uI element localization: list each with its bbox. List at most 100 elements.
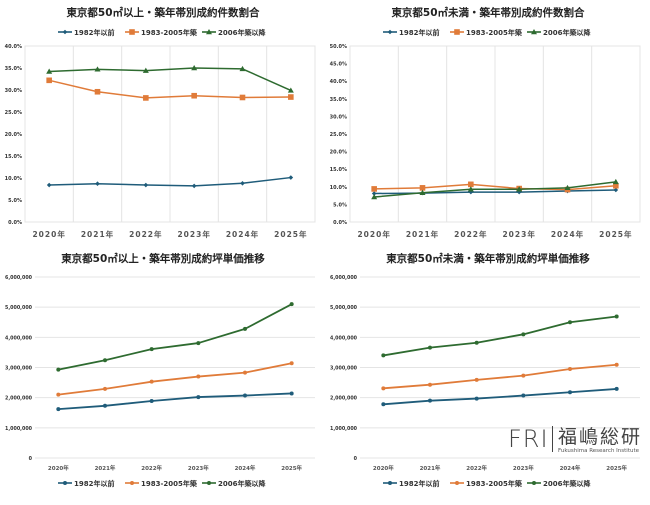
data-point: [419, 189, 426, 195]
y-tick-label: 5,000,000: [330, 305, 358, 311]
data-point: [196, 341, 201, 346]
data-point: [381, 386, 386, 391]
data-point: [196, 374, 201, 379]
x-tick-label: 2022年: [454, 229, 487, 239]
data-point: [568, 367, 572, 372]
data-point: [289, 361, 294, 366]
legend-label-2: 1983-2005年築: [466, 479, 523, 488]
data-point: [564, 184, 571, 191]
y-tick-label: 30.0%: [5, 88, 22, 94]
series-line-2: [383, 363, 617, 390]
legend-marker: [206, 29, 212, 35]
logo-subtitle: Fukushima Research Institute: [558, 448, 640, 454]
x-tick-label: 2024年: [226, 229, 259, 239]
y-tick-label: 4,000,000: [330, 335, 358, 341]
y-tick-label: 15.0%: [330, 167, 347, 173]
data-point: [95, 181, 100, 187]
data-point: [419, 185, 426, 191]
logo-name: 福嶋総研: [558, 426, 643, 448]
x-tick-label: 2025年: [281, 464, 302, 472]
x-tick-label: 2025年: [606, 464, 627, 472]
x-tick-label: 2024年: [560, 464, 581, 472]
y-tick-label: 30.0%: [330, 114, 347, 120]
y-tick-label: 20.0%: [5, 132, 22, 138]
data-point: [521, 393, 526, 398]
data-point: [243, 326, 247, 331]
x-tick-label: 2020年: [373, 464, 394, 472]
data-point: [239, 94, 246, 101]
logo-mark: FRI: [508, 425, 549, 453]
y-tick-label: 35.0%: [330, 97, 347, 103]
series-line-1: [383, 388, 617, 406]
y-tick-label: 6,000,000: [5, 275, 33, 281]
data-point: [289, 302, 294, 307]
y-tick-label: 3,000,000: [330, 366, 358, 372]
series-line-3: [58, 303, 293, 371]
data-point: [143, 182, 149, 188]
data-point: [468, 181, 474, 188]
legend-marker: [532, 481, 536, 485]
y-tick-label: 0.0%: [8, 220, 22, 226]
x-tick-label: 2023年: [513, 464, 534, 472]
data-point: [46, 68, 53, 74]
y-tick-label: 50.0%: [330, 44, 347, 50]
x-tick-label: 2022年: [141, 464, 162, 472]
data-point: [568, 390, 572, 395]
data-point: [467, 186, 474, 192]
series-line-2: [374, 183, 616, 191]
data-point: [243, 393, 247, 398]
y-tick-label: 40.0%: [5, 44, 22, 50]
x-tick-label: 2023年: [502, 229, 535, 239]
legend-label-1: 1982年以前: [74, 28, 114, 37]
data-point: [614, 386, 619, 391]
series-line-3: [49, 67, 292, 92]
data-point: [613, 182, 619, 189]
x-tick-label: 2022年: [466, 464, 487, 472]
chart-3: 東京都50㎡以上・築年帯別成約坪単価推移 0 1,000,000 2,000,000 3…: [5, 252, 315, 488]
data-point: [612, 178, 619, 185]
data-point: [568, 320, 572, 325]
y-tick-label: 2,000,000: [5, 396, 33, 402]
legend-label-3: 2006年築以降: [543, 479, 591, 488]
chart-title: 東京都50㎡以上・築年帯別成約件数割合: [66, 6, 260, 19]
data-point: [474, 340, 479, 345]
data-point: [468, 189, 474, 195]
data-point: [191, 65, 198, 71]
data-point: [243, 370, 247, 375]
y-tick-label: 6,000,000: [330, 275, 358, 281]
data-point: [521, 373, 526, 378]
legend-marker: [387, 29, 393, 35]
series-line-2: [58, 362, 292, 396]
legend-label-1: 1982年以前: [399, 479, 439, 488]
data-point: [103, 386, 107, 391]
data-point: [288, 94, 294, 100]
series-line-1: [49, 176, 291, 187]
series-line-3: [383, 315, 617, 357]
legend-marker: [130, 481, 134, 485]
data-point: [56, 392, 61, 397]
y-tick-label: 10.0%: [5, 176, 22, 182]
legend-label-2: 1983-2005年築: [466, 28, 523, 37]
data-point: [521, 332, 526, 337]
legend-marker: [129, 29, 135, 35]
data-point: [46, 182, 52, 188]
data-point: [149, 379, 154, 384]
data-point: [614, 362, 619, 367]
x-tick-label: 2024年: [551, 229, 584, 239]
x-tick-label: 2020年: [48, 464, 69, 472]
x-tick-label: 2021年: [406, 229, 439, 239]
data-point: [381, 402, 386, 407]
x-tick-label: 2022年: [129, 229, 162, 239]
x-tick-label: 2020年: [32, 229, 65, 239]
legend-label-2: 1983-2005年築: [141, 28, 198, 37]
data-point: [428, 398, 432, 403]
fri-logo: FRI 福嶋総研 Fukushima Research Institute: [508, 426, 643, 458]
legend-label-2: 1983-2005年築: [141, 479, 198, 488]
y-tick-label: 0: [354, 456, 358, 462]
series-line-2: [48, 79, 291, 99]
data-point: [428, 382, 432, 387]
data-point: [56, 367, 61, 372]
x-tick-label: 2025年: [599, 229, 632, 239]
chart-2: 東京都50㎡未満・築年帯別成約件数割合 0.0% 5.0% 10.0% 15.0% 20.…: [330, 6, 641, 239]
